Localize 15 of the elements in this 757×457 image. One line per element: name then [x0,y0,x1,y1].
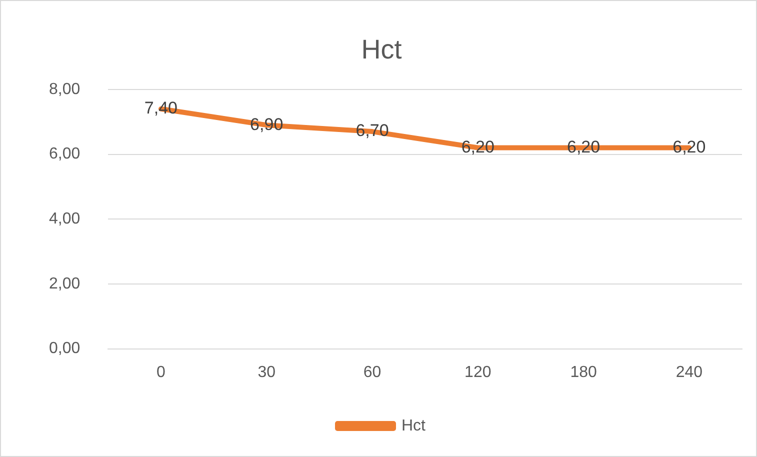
legend-label: Hct [402,417,426,434]
x-tick-label: 120 [464,364,492,381]
y-tick-label: 2,00 [49,275,80,292]
y-tick-label: 6,00 [49,146,80,163]
x-tick-label: 180 [570,364,597,381]
x-tick-label: 0 [156,364,166,381]
chart-title: Hct [361,34,402,65]
data-label: 6,20 [672,137,706,156]
y-tick-label: 4,00 [49,210,80,228]
x-tick-label: 30 [258,364,276,381]
y-tick-label: 8,00 [49,80,80,98]
x-tick-label: 60 [363,364,382,381]
data-label: 7,40 [144,98,178,118]
x-tick-label: 240 [676,364,703,381]
y-tick-label: 0,00 [49,340,80,358]
